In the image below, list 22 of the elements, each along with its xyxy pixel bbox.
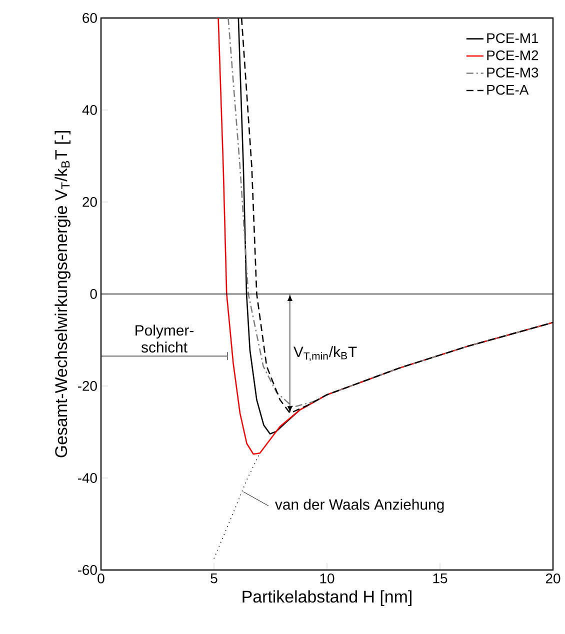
y-tick-label: 20 [82, 197, 97, 207]
annotation: van der Waals Anziehung [275, 498, 444, 513]
annotation: Polymer-schicht [136, 324, 194, 353]
y-tick-label: -20 [78, 381, 97, 391]
legend-label: PCE-M1 [487, 33, 538, 44]
x-tick-label: 0 [98, 574, 104, 584]
y-tick-label: 40 [82, 105, 97, 115]
y-tick-label: 0 [90, 289, 97, 299]
x-tick-label: 15 [433, 574, 448, 584]
y-axis-title: Gesamt-Wechselwirkungsenergie V$_{T}$/k$_{B}$T [-] [54, 131, 70, 458]
x-tick-label: 10 [320, 574, 334, 584]
x-axis-title: Partikelabstand H [nm] [242, 590, 412, 606]
legend-label: PCE-M3 [487, 68, 538, 78]
x-tick-label: 20 [546, 574, 560, 584]
legend-label: PCE-A [487, 84, 529, 95]
y-tick-label: -60 [78, 565, 97, 575]
legend-label: PCE-M2 [487, 50, 538, 60]
annotation: V$_{T,min}$/k$_{B}$T [294, 346, 357, 361]
x-tick-label: 5 [210, 574, 218, 584]
y-tick-label: -40 [78, 473, 97, 483]
y-tick-label: 60 [82, 13, 97, 23]
line-series [214, 452, 260, 559]
